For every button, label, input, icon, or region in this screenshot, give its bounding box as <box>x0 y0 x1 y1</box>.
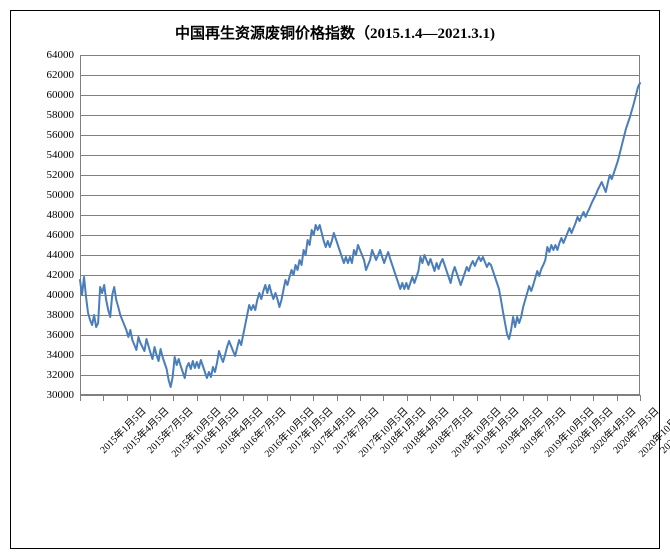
x-tick <box>617 395 618 401</box>
y-tick-label: 40000 <box>47 289 81 301</box>
y-tick-label: 62000 <box>47 69 81 81</box>
x-tick <box>570 395 571 401</box>
y-tick-label: 52000 <box>47 169 81 181</box>
x-tick <box>313 395 314 401</box>
x-tick <box>593 395 594 401</box>
x-tick <box>640 395 641 401</box>
x-tick <box>267 395 268 401</box>
x-tick <box>407 395 408 401</box>
x-tick <box>523 395 524 401</box>
x-tick <box>290 395 291 401</box>
series-line <box>80 55 640 395</box>
x-tick <box>80 395 81 401</box>
x-tick <box>337 395 338 401</box>
y-tick-label: 38000 <box>47 309 81 321</box>
y-tick-label: 36000 <box>47 329 81 341</box>
x-tick <box>127 395 128 401</box>
x-tick <box>150 395 151 401</box>
x-tick <box>453 395 454 401</box>
x-tick <box>500 395 501 401</box>
x-tick <box>477 395 478 401</box>
y-tick-label: 34000 <box>47 349 81 361</box>
chart-title: 中国再生资源废铜价格指数（2015.1.4—2021.3.1) <box>0 22 670 43</box>
y-tick-label: 42000 <box>47 269 81 281</box>
y-tick-label: 30000 <box>47 389 81 401</box>
y-tick-label: 32000 <box>47 369 81 381</box>
x-tick <box>103 395 104 401</box>
y-tick-label: 60000 <box>47 89 81 101</box>
x-tick <box>173 395 174 401</box>
y-tick-label: 48000 <box>47 209 81 221</box>
y-tick-label: 56000 <box>47 129 81 141</box>
y-tick-label: 46000 <box>47 229 81 241</box>
x-tick <box>430 395 431 401</box>
x-tick <box>220 395 221 401</box>
x-tick <box>547 395 548 401</box>
y-tick-label: 44000 <box>47 249 81 261</box>
y-tick-label: 54000 <box>47 149 81 161</box>
y-tick-label: 64000 <box>47 49 81 61</box>
x-tick <box>383 395 384 401</box>
x-tick <box>243 395 244 401</box>
x-tick <box>360 395 361 401</box>
price-index-chart: 中国再生资源废铜价格指数（2015.1.4—2021.3.1) 30000320… <box>0 0 670 559</box>
x-tick <box>197 395 198 401</box>
plot-area: 3000032000340003600038000400004200044000… <box>80 55 640 395</box>
y-tick-label: 50000 <box>47 189 81 201</box>
y-tick-label: 58000 <box>47 109 81 121</box>
